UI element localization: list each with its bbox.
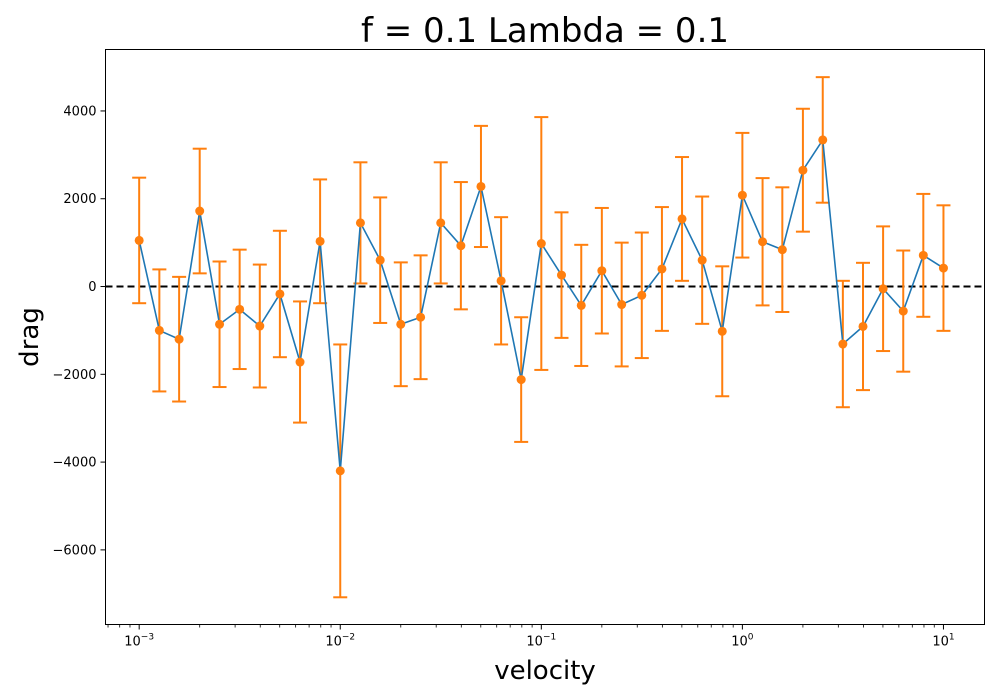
data-point — [838, 339, 848, 349]
data-point — [215, 319, 225, 329]
data-point — [637, 290, 647, 300]
data-point — [777, 245, 787, 255]
data-point — [617, 300, 627, 310]
data-point — [677, 214, 687, 224]
y-tick-label: −2000 — [53, 368, 97, 383]
data-point — [717, 326, 727, 336]
x-tick-label: 100 — [731, 633, 754, 650]
plot-area — [105, 76, 985, 599]
data-point — [597, 266, 607, 276]
data-point — [255, 321, 265, 331]
data-point — [174, 334, 184, 344]
x-tick-label: 10−1 — [526, 633, 556, 650]
y-tick-label: 2000 — [63, 192, 96, 207]
axis-ticks: 4000 2000 0 −2000 −4000 −6000 10−3 10−2 10−1 100 1… — [53, 104, 955, 649]
data-point — [476, 181, 486, 191]
axes-frame — [105, 49, 985, 625]
data-point — [818, 135, 828, 145]
y-tick-label: 0 — [88, 280, 96, 295]
data-point — [496, 276, 506, 286]
x-tick-label: 10−2 — [325, 633, 355, 650]
y-tick-label: −6000 — [53, 543, 97, 558]
data-point — [918, 250, 928, 260]
x-tick-label: 101 — [932, 633, 954, 650]
y-tick-label: 4000 — [63, 104, 96, 119]
data-point — [335, 466, 345, 476]
data-point — [758, 237, 768, 247]
data-point — [134, 235, 144, 245]
data-point — [938, 263, 948, 273]
data-point — [798, 165, 808, 175]
data-point — [878, 284, 888, 294]
data-point — [396, 319, 406, 329]
data-point — [235, 304, 245, 314]
data-point — [516, 375, 526, 385]
data-point — [275, 289, 285, 299]
x-tick-label: 10−3 — [124, 633, 154, 650]
data-point — [576, 300, 586, 310]
data-point — [154, 325, 164, 335]
data-point — [195, 206, 205, 216]
data-point — [657, 264, 667, 274]
data-point — [295, 357, 305, 367]
data-point — [697, 255, 707, 265]
y-axis-label: drag — [15, 307, 45, 367]
data-point — [355, 218, 365, 228]
data-point — [737, 190, 747, 200]
data-point — [416, 312, 426, 322]
data-point — [898, 306, 908, 316]
data-point — [375, 255, 385, 265]
x-axis-label: velocity — [494, 656, 596, 686]
data-point — [536, 239, 546, 249]
data-point — [556, 270, 566, 280]
data-point — [315, 236, 325, 246]
chart-title: f = 0.1 Lambda = 0.1 — [361, 11, 729, 51]
data-point — [456, 241, 466, 251]
y-tick-label: −4000 — [53, 456, 97, 471]
data-point — [436, 218, 446, 228]
data-point — [858, 321, 868, 331]
